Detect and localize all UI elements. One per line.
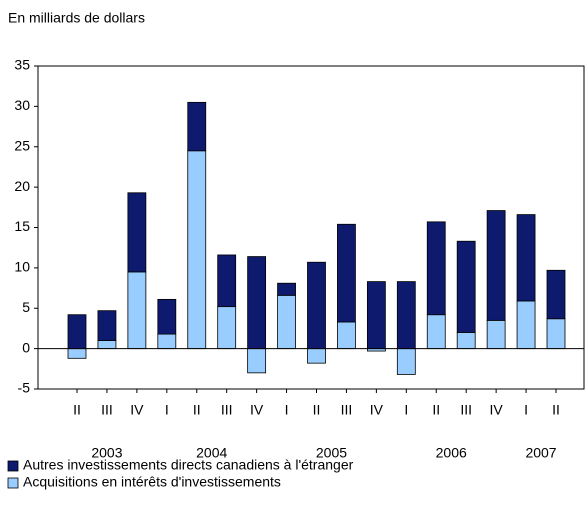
x-tick-label: I [524,402,528,418]
bar-segment [456,240,476,333]
x-tick-label: I [404,402,408,418]
bar-segment [277,294,296,350]
bar-segment [187,101,207,152]
bar-segment [337,321,356,350]
bar-segment [247,256,267,350]
y-tick-label: 30 [14,97,30,113]
bar-segment [486,210,506,321]
x-tick-label: II [432,402,440,418]
bar-segment [486,319,506,350]
y-tick-label: 25 [14,137,30,153]
bar-segment [546,269,566,320]
bar-segment [97,340,117,350]
x-tick-label: IV [490,402,504,418]
bar-segment [426,314,446,350]
bar-segment [247,348,267,374]
legend-label: Autres investissements directs canadiens… [23,457,354,473]
year-label: 2007 [525,445,556,461]
y-tick-label: 10 [14,259,30,275]
x-tick-label: IV [130,402,144,418]
bar-segment [426,221,446,316]
bar-segment [67,348,87,359]
x-tick-label: II [313,402,321,418]
legend-swatch [7,460,19,472]
x-tick-label: I [165,402,169,418]
x-tick-label: III [221,402,233,418]
bar-segment [337,223,356,323]
chart-title: En milliards de dollars [8,10,145,26]
bar-segment [516,214,536,302]
legend-label: Acquisitions en intérêts d'investissemen… [23,474,281,490]
bar-segment [277,282,296,296]
bar-segment [307,348,326,364]
bar-segment [396,348,416,375]
bar-segment [516,300,536,350]
x-tick-label: II [73,402,81,418]
y-tick-label: 35 [14,57,30,73]
x-tick-label: III [101,402,113,418]
bar-segment [456,332,476,350]
bar-segment [67,314,87,350]
year-label: 2005 [316,445,347,461]
bar-segment [217,306,237,350]
bar-segment [157,333,177,350]
x-tick-label: IV [250,402,264,418]
y-tick-label: 5 [22,299,30,315]
y-tick-label: 0 [22,339,30,355]
bar-segment [307,261,326,350]
x-tick-label: II [193,402,201,418]
x-tick-label: III [341,402,353,418]
year-label: 2006 [436,445,467,461]
year-label: 2003 [91,445,122,461]
y-tick-label: 20 [14,178,30,194]
bar-segment [157,298,177,335]
x-tick-label: III [460,402,472,418]
bar-segment [97,310,117,341]
bar-segment [187,150,207,350]
legend-swatch [7,477,19,489]
bar-segment [217,254,237,308]
x-tick-label: I [285,402,289,418]
bar-segment [396,281,416,350]
bar-segment [127,271,147,350]
y-tick-label: -5 [18,380,31,396]
y-tick-label: 15 [14,218,30,234]
x-tick-label: IV [370,402,384,418]
bar-segment [546,318,566,350]
bar-segment [127,192,147,273]
x-tick-label: II [552,402,560,418]
year-label: 2004 [196,445,227,461]
bar-segment [366,281,386,350]
